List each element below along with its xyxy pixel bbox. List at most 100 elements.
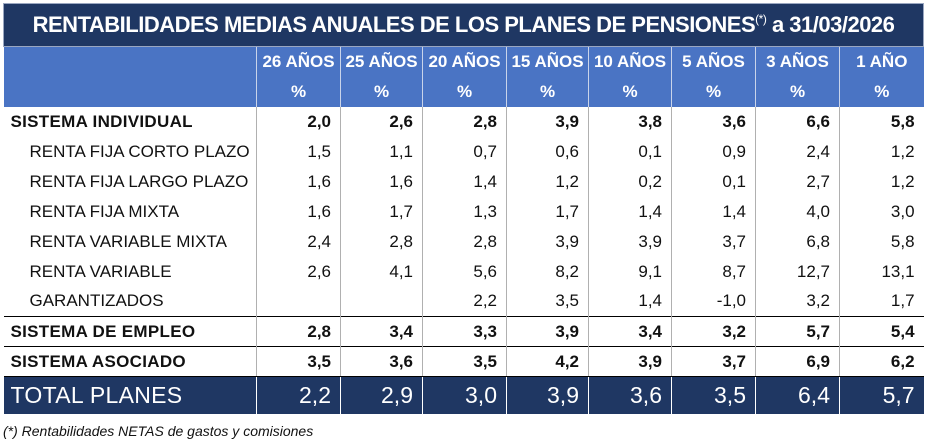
row-renta-variable: RENTA VARIABLE 2,6 4,1 5,6 8,2 9,1 8,7 12,7 13,1 [4, 256, 924, 287]
value-cell: 2,2 [422, 286, 507, 317]
value-cell: 6,8 [755, 226, 840, 257]
value-cell: 5,8 [838, 226, 924, 257]
total-value-cell: 3,6 [588, 376, 672, 414]
column-unit: % [506, 76, 589, 107]
row-label: SISTEMA DE EMPLEO [3, 316, 257, 347]
row-sistema-individual: SISTEMA INDIVIDUAL 2,0 2,6 2,8 3,9 3,8 3,6 6,6 5… [4, 106, 924, 137]
row-garantizados: GARANTIZADOS 2,2 3,5 1,4 -1,0 3,2 1,7 [4, 286, 924, 317]
value-cell: 3,2 [671, 316, 756, 347]
value-cell: 0,6 [506, 136, 589, 167]
title-date: a 31/03/2026 [766, 12, 895, 37]
column-header-row: 26 AÑOS 25 AÑOS 20 AÑOS 15 AÑOS 10 AÑOS … [3, 46, 924, 107]
value-cell [256, 286, 341, 317]
column-header: 15 AÑOS [506, 46, 589, 77]
total-label: TOTAL PLANES [3, 376, 257, 414]
column-header: 10 AÑOS [588, 46, 672, 77]
column-header: 25 AÑOS [340, 46, 423, 77]
column-unit: % [588, 76, 672, 107]
value-cell: 0,1 [671, 166, 756, 197]
value-cell: 2,8 [422, 106, 507, 137]
value-cell: 3,8 [588, 106, 672, 137]
value-cell: 1,6 [256, 196, 341, 227]
column-header: 5 AÑOS [671, 46, 756, 77]
value-cell: 2,6 [256, 256, 341, 287]
value-cell: 13,1 [838, 256, 924, 287]
value-cell: 3,5 [256, 346, 341, 377]
table-title: RENTABILIDADES MEDIAS ANUALES DE LOS PLA… [2, 3, 925, 47]
value-cell: 3,5 [422, 346, 507, 377]
value-cell [340, 286, 423, 317]
value-cell: 3,3 [422, 316, 507, 347]
value-cell: 1,7 [506, 196, 589, 227]
value-cell: 4,2 [506, 346, 589, 377]
value-cell: 3,5 [506, 286, 589, 317]
value-cell: 5,8 [838, 106, 924, 137]
total-value-cell: 3,0 [422, 376, 507, 414]
total-value-cell: 5,7 [838, 376, 924, 414]
value-cell: 3,7 [671, 346, 756, 377]
column-unit: % [422, 76, 507, 107]
title-main: RENTABILIDADES MEDIAS ANUALES DE LOS PLA… [32, 12, 756, 37]
row-label: GARANTIZADOS [29, 291, 164, 311]
returns-table: RENTABILIDADES MEDIAS ANUALES DE LOS PLA… [2, 3, 925, 414]
value-cell: 3,4 [588, 316, 672, 347]
value-cell: 3,6 [671, 106, 756, 137]
row-renta-variable-mixta: RENTA VARIABLE MIXTA 2,4 2,8 2,8 3,9 3,9 3,7 6,… [4, 226, 924, 257]
value-cell: 3,7 [671, 226, 756, 257]
value-cell: 3,6 [340, 346, 423, 377]
value-cell: 12,7 [755, 256, 840, 287]
column-header: 1 AÑO [839, 46, 924, 77]
row-label: RENTA VARIABLE MIXTA [29, 231, 227, 251]
row-label: RENTA FIJA CORTO PLAZO [29, 141, 250, 161]
row-label: RENTA FIJA MIXTA [29, 201, 180, 221]
value-cell: 8,2 [506, 256, 589, 287]
value-cell: 6,6 [755, 106, 840, 137]
title-row: RENTABILIDADES MEDIAS ANUALES DE LOS PLA… [2, 3, 925, 47]
value-cell: 1,4 [588, 286, 672, 317]
value-cell: 0,2 [588, 166, 672, 197]
value-cell: 1,5 [256, 136, 341, 167]
value-cell: 2,0 [256, 106, 341, 137]
value-cell: 1,6 [256, 166, 341, 197]
value-cell: 2,4 [256, 226, 341, 257]
total-value-cell: 2,9 [340, 376, 423, 414]
column-header: 3 AÑOS [755, 46, 840, 77]
value-cell: 2,8 [422, 226, 507, 257]
total-value-cell: 3,9 [506, 376, 589, 414]
row-label: SISTEMA INDIVIDUAL [10, 111, 193, 131]
value-cell: 0,1 [588, 136, 672, 167]
value-cell: 1,7 [838, 286, 924, 317]
column-unit: % [839, 76, 924, 107]
row-label: SISTEMA ASOCIADO [3, 346, 257, 377]
total-value-cell: 6,4 [755, 376, 840, 414]
column-unit-row: % % % % % % % % [4, 76, 924, 107]
value-cell: 4,1 [340, 256, 423, 287]
column-header: 26 AÑOS [256, 46, 341, 77]
total-value-cell: 3,5 [671, 376, 756, 414]
value-cell: 1,4 [588, 196, 672, 227]
value-cell: 1,4 [671, 196, 756, 227]
row-label: RENTA FIJA LARGO PLAZO [29, 171, 249, 191]
value-cell: 5,6 [422, 256, 507, 287]
column-unit: % [755, 76, 840, 107]
value-cell: -1,0 [671, 286, 756, 317]
row-renta-fija-mixta: RENTA FIJA MIXTA 1,6 1,7 1,3 1,7 1,4 1,4 4,0 3,0 [4, 196, 924, 227]
value-cell: 9,1 [588, 256, 672, 287]
value-cell: 1,6 [340, 166, 423, 197]
column-header: 20 AÑOS [422, 46, 507, 77]
value-cell: 3,9 [588, 226, 672, 257]
value-cell: 1,3 [422, 196, 507, 227]
value-cell: 2,8 [256, 316, 341, 347]
title-note-marker: (*) [755, 12, 767, 26]
row-sistema-de-empleo: SISTEMA DE EMPLEO 2,8 3,4 3,3 3,9 3,4 3,2 5,7 5,… [3, 316, 924, 347]
value-cell: 3,2 [755, 286, 840, 317]
value-cell: 5,7 [755, 316, 840, 347]
value-cell: 5,4 [838, 316, 924, 347]
value-cell: 6,9 [755, 346, 840, 377]
value-cell: 3,9 [506, 106, 589, 137]
column-unit: % [671, 76, 756, 107]
value-cell: 1,7 [340, 196, 423, 227]
value-cell: 1,2 [838, 166, 924, 197]
row-sistema-asociado: SISTEMA ASOCIADO 3,5 3,6 3,5 4,2 3,9 3,7 6,9 6,2 [3, 346, 924, 377]
total-value-cell: 2,2 [256, 376, 341, 414]
